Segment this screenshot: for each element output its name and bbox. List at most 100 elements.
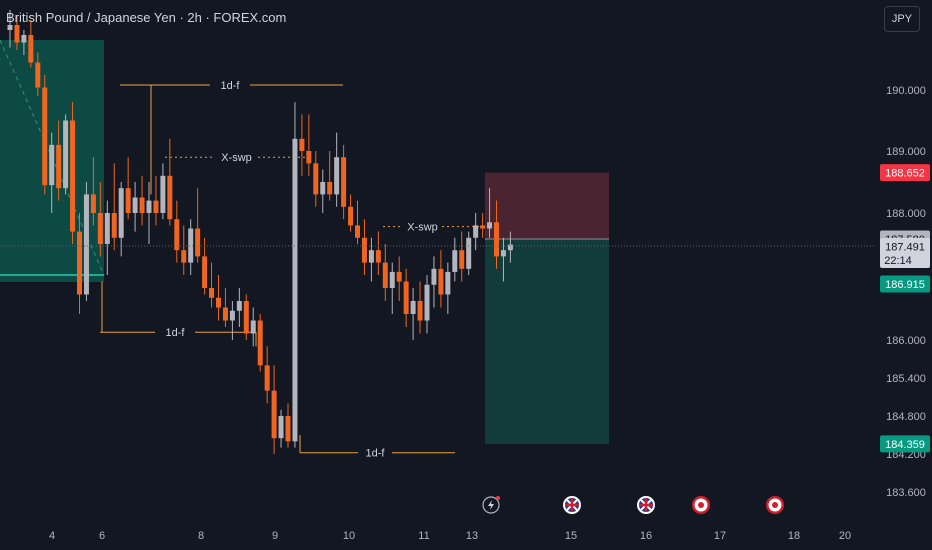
candle-body xyxy=(188,228,194,263)
candle[interactable] xyxy=(355,200,360,244)
candle[interactable] xyxy=(494,200,499,269)
candle-body xyxy=(348,206,354,226)
candle-body xyxy=(459,250,465,269)
candle[interactable] xyxy=(104,200,110,275)
candle[interactable] xyxy=(445,262,451,314)
candle[interactable] xyxy=(424,275,430,334)
candle-body xyxy=(285,416,291,442)
candle-body xyxy=(181,250,187,263)
y-tick-label: 185.400 xyxy=(886,373,926,385)
candle[interactable] xyxy=(236,288,242,327)
candle[interactable] xyxy=(299,114,305,176)
candle[interactable] xyxy=(229,301,235,340)
candle[interactable] xyxy=(306,114,312,176)
candle[interactable] xyxy=(7,10,13,48)
candle[interactable] xyxy=(473,213,479,251)
candle[interactable] xyxy=(21,30,27,55)
candle[interactable] xyxy=(243,294,249,341)
candle[interactable] xyxy=(63,114,69,195)
candle[interactable] xyxy=(438,250,444,308)
candle-body xyxy=(70,120,76,232)
price-tag-level: 186.915 xyxy=(880,275,930,293)
candle[interactable] xyxy=(431,256,437,308)
candle[interactable] xyxy=(174,200,180,263)
uk-flag-event-icon[interactable] xyxy=(637,496,655,514)
candle[interactable] xyxy=(341,144,347,220)
candle[interactable] xyxy=(202,237,208,295)
candle[interactable] xyxy=(139,175,145,226)
candle[interactable] xyxy=(459,231,465,282)
candle[interactable] xyxy=(118,182,124,257)
candle[interactable] xyxy=(181,225,187,275)
candle[interactable] xyxy=(361,219,367,275)
candle[interactable] xyxy=(146,182,152,244)
stop-loss-zone[interactable] xyxy=(485,172,609,240)
candle[interactable] xyxy=(188,219,194,275)
price-tag-value: 186.915 xyxy=(885,279,925,291)
candle[interactable] xyxy=(222,288,228,327)
candle[interactable] xyxy=(257,314,263,372)
candle[interactable] xyxy=(480,213,486,238)
candle[interactable] xyxy=(313,151,319,207)
candle[interactable] xyxy=(271,365,277,454)
candle[interactable] xyxy=(195,188,201,263)
candle[interactable] xyxy=(132,182,138,232)
candle[interactable] xyxy=(500,237,506,282)
candle[interactable] xyxy=(320,169,326,213)
candle[interactable] xyxy=(14,15,20,50)
candle[interactable] xyxy=(42,75,48,195)
candle[interactable] xyxy=(209,262,215,308)
candle[interactable] xyxy=(250,307,256,347)
candle[interactable] xyxy=(70,102,76,244)
candle-body xyxy=(28,35,34,63)
candle[interactable] xyxy=(452,237,458,282)
candle[interactable] xyxy=(153,175,159,226)
candle[interactable] xyxy=(417,281,423,334)
candle[interactable] xyxy=(382,244,388,301)
candle[interactable] xyxy=(389,262,395,314)
candle[interactable] xyxy=(368,237,374,282)
candle[interactable] xyxy=(90,157,96,226)
candle[interactable] xyxy=(403,268,409,327)
currency-button[interactable]: JPY xyxy=(884,6,920,32)
x-tick-label: 17 xyxy=(714,530,726,542)
candle[interactable] xyxy=(97,182,103,257)
japan-flag-event-icon[interactable] xyxy=(692,496,710,514)
candle[interactable] xyxy=(28,20,34,68)
candle[interactable] xyxy=(487,188,493,238)
candle[interactable] xyxy=(216,275,221,321)
candle[interactable] xyxy=(285,403,291,448)
candle[interactable] xyxy=(264,346,270,404)
candle[interactable] xyxy=(125,157,131,220)
candle-body xyxy=(104,213,110,244)
candle[interactable] xyxy=(507,231,513,263)
uk-flag-event-icon[interactable] xyxy=(563,496,581,514)
lightning-event-icon[interactable] xyxy=(482,496,500,514)
candle[interactable] xyxy=(375,231,381,275)
candle[interactable] xyxy=(327,151,333,201)
candle[interactable] xyxy=(396,256,402,301)
candle[interactable] xyxy=(111,163,117,251)
level-label-1d-f: 1d-f xyxy=(221,80,241,92)
candle[interactable] xyxy=(348,194,354,232)
candle-body xyxy=(410,301,416,314)
candle[interactable] xyxy=(35,52,41,97)
candle[interactable] xyxy=(278,409,284,448)
candle[interactable] xyxy=(49,132,55,213)
candle[interactable] xyxy=(160,163,166,220)
japan-flag-event-icon[interactable] xyxy=(766,496,784,514)
candle[interactable] xyxy=(410,288,416,340)
candle[interactable] xyxy=(83,182,89,301)
candle[interactable] xyxy=(292,102,298,448)
candle[interactable] xyxy=(466,231,472,275)
event-dot xyxy=(496,496,500,500)
candle-body xyxy=(222,307,228,321)
take-profit-zone[interactable] xyxy=(485,239,609,444)
candle[interactable] xyxy=(167,138,173,226)
level-label-1d-f: 1d-f xyxy=(166,327,186,339)
candle[interactable] xyxy=(77,213,82,314)
candle[interactable] xyxy=(56,120,62,201)
candle[interactable] xyxy=(334,132,340,207)
